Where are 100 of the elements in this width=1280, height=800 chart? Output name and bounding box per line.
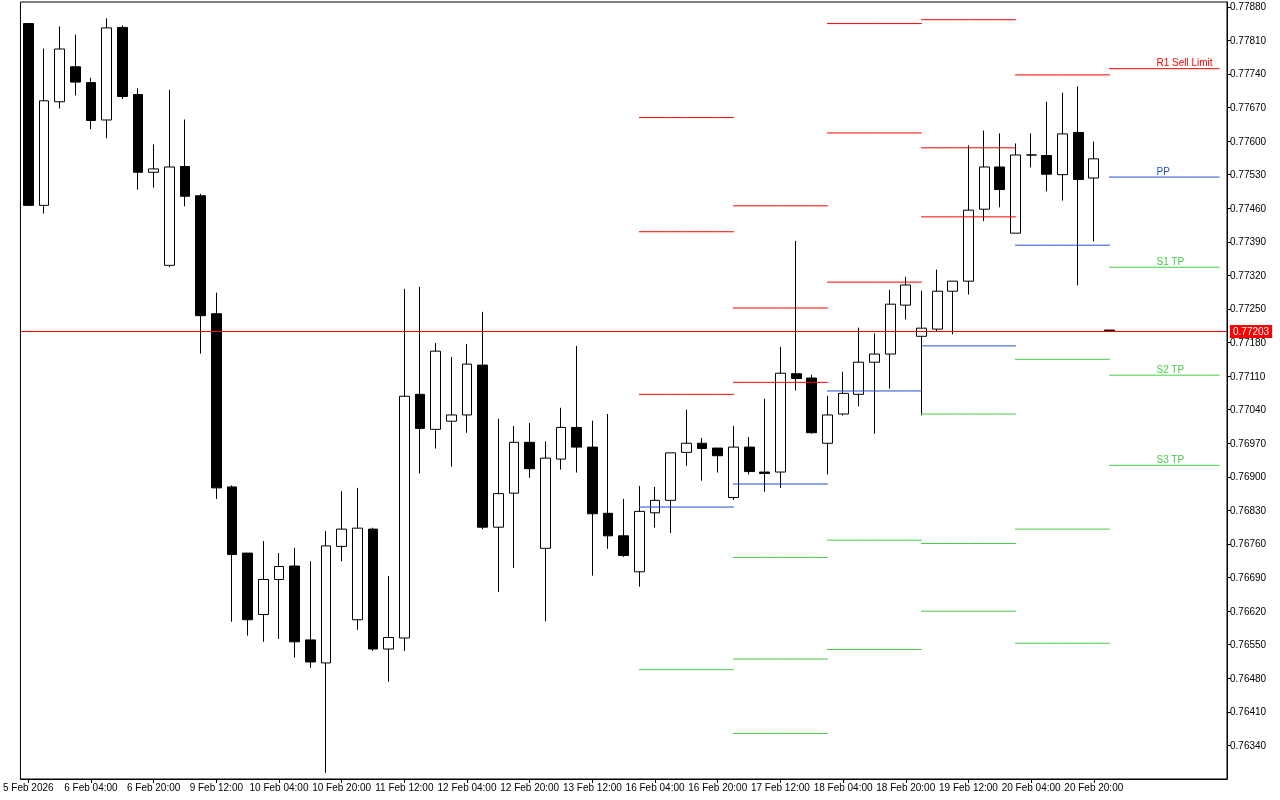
y-tick-label: 0.76900 — [1230, 471, 1267, 483]
candlestick — [54, 25, 65, 109]
candlestick — [462, 343, 472, 434]
candlestick — [744, 436, 755, 475]
candlestick — [947, 280, 958, 335]
candlestick — [681, 409, 692, 467]
candlestick — [242, 552, 253, 637]
y-tick-label: 0.77810 — [1230, 34, 1267, 46]
candlestick — [305, 560, 316, 669]
candlestick — [728, 425, 739, 501]
candlestick — [117, 25, 128, 100]
x-tick-label: 17 Feb 12:00 — [750, 781, 811, 793]
candlestick — [885, 289, 896, 390]
candlestick — [603, 413, 613, 550]
y-tick-label: 0.77250 — [1230, 303, 1267, 315]
candlestick — [86, 77, 96, 130]
series-label: PP — [1156, 165, 1171, 177]
candlestick — [932, 269, 943, 333]
x-tick-label: 10 Feb 04:00 — [249, 781, 309, 793]
x-tick-label: 12 Feb 20:00 — [500, 781, 560, 793]
candlestick — [697, 437, 707, 482]
y-tick-label: 0.77180 — [1230, 337, 1267, 349]
candlestick — [571, 345, 582, 474]
x-tick-label: 5 Feb 2026 — [2, 781, 55, 793]
x-tick-label: 6 Feb 20:00 — [126, 781, 181, 793]
x-tick-label: 6 Feb 04:00 — [64, 781, 119, 793]
series-label: R1 Sell Limit — [1156, 57, 1213, 69]
candlestick — [524, 422, 535, 479]
candlestick — [148, 143, 159, 189]
x-tick-label: 11 Feb 12:00 — [375, 781, 434, 793]
candlestick — [289, 547, 300, 659]
y-tick-label: 0.76410 — [1230, 706, 1267, 718]
candlestick — [853, 327, 864, 407]
candlestick — [101, 17, 112, 139]
x-tick-label: 19 Feb 12:00 — [938, 781, 999, 793]
candlestick — [791, 240, 802, 391]
candlestick — [587, 420, 598, 577]
y-tick-label: 0.77740 — [1230, 68, 1267, 80]
candlestick — [963, 144, 974, 296]
candlestick — [493, 418, 504, 593]
y-tick-label: 0.76760 — [1230, 538, 1267, 550]
candlestick — [1073, 85, 1084, 286]
candlestick — [336, 490, 347, 562]
candlestick — [383, 575, 394, 683]
series-label: S2 TP — [1156, 363, 1185, 375]
candlestick — [415, 286, 425, 474]
candlestick — [712, 447, 723, 474]
candlestick — [634, 485, 645, 588]
candlestick — [180, 119, 190, 207]
candlestick — [540, 440, 551, 622]
y-tick-label: 0.77530 — [1230, 169, 1267, 181]
candlestick — [227, 484, 237, 623]
candlestick — [352, 487, 363, 631]
candlestick — [1057, 92, 1068, 202]
candlestick — [665, 452, 676, 534]
candlestick — [556, 407, 566, 471]
y-tick-label: 0.76690 — [1230, 572, 1267, 584]
x-tick-label: 12 Feb 04:00 — [437, 781, 497, 793]
y-tick-label: 0.76550 — [1230, 639, 1267, 651]
candlestick — [1088, 141, 1099, 242]
candlestick — [900, 276, 911, 321]
x-tick-label: 16 Feb 04:00 — [625, 781, 685, 793]
candlestick — [399, 288, 410, 652]
x-tick-label: 18 Feb 20:00 — [876, 781, 936, 793]
y-tick-label: 0.76830 — [1230, 504, 1267, 516]
candlestick — [1026, 132, 1037, 168]
series-label: S3 TP — [1156, 453, 1185, 465]
candlestick — [211, 292, 222, 500]
y-tick-label: 0.77670 — [1230, 102, 1267, 114]
y-tick-label: 0.77600 — [1230, 135, 1267, 147]
y-tick-label: 0.77460 — [1230, 202, 1267, 214]
x-tick-label: 18 Feb 04:00 — [813, 781, 873, 793]
candlestick — [509, 425, 519, 569]
candlestick — [1010, 142, 1021, 234]
candlestick — [869, 332, 880, 435]
candlestick — [321, 530, 331, 774]
y-tick-label: 0.77110 — [1230, 370, 1266, 382]
candlestick — [979, 130, 990, 222]
y-tick-label: 0.77390 — [1230, 236, 1267, 248]
candlestick — [195, 193, 206, 355]
y-tick-label: 0.76480 — [1230, 672, 1267, 684]
x-tick-label: 10 Feb 20:00 — [312, 781, 372, 793]
ref-line-label: 0.77203 — [1233, 326, 1270, 338]
y-tick-label: 0.77880 — [1230, 1, 1267, 13]
series-label: S1 TP — [1156, 255, 1185, 267]
candlestick — [446, 356, 457, 468]
candlestick — [916, 290, 927, 416]
y-tick-label: 0.77040 — [1230, 404, 1267, 416]
y-tick-label: 0.76340 — [1230, 739, 1267, 751]
candlestick — [39, 48, 49, 215]
candlestick — [775, 346, 786, 489]
y-tick-label: 0.77320 — [1230, 269, 1267, 281]
candlestick — [23, 23, 34, 206]
candlestick — [164, 89, 175, 268]
y-tick-label: 0.76970 — [1230, 437, 1267, 449]
x-tick-label: 16 Feb 20:00 — [688, 781, 748, 793]
candlestick — [1041, 101, 1052, 192]
candlestick — [274, 552, 284, 640]
x-tick-label: 20 Feb 04:00 — [1001, 781, 1062, 793]
candlestick — [806, 374, 817, 435]
